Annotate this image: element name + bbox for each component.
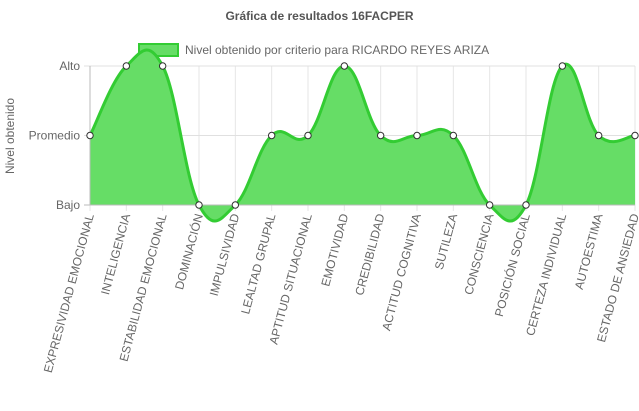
x-tick-label: INTELIGENCIA <box>98 212 133 296</box>
y-tick-label: Promedio <box>29 129 81 143</box>
legend-label: Nivel obtenido por criterio para RICARDO… <box>185 43 490 57</box>
y-tick-label: Bajo <box>56 198 80 212</box>
data-point <box>304 131 312 140</box>
data-point <box>122 62 131 70</box>
x-tick-label: SUTILEZA <box>432 212 460 271</box>
x-tick-label: CONSCIENCIA <box>461 212 496 296</box>
y-axis-label: Nivel obtenido <box>3 98 17 174</box>
x-tick-label: IMPULSIVIDAD <box>207 212 243 298</box>
data-point <box>376 131 385 140</box>
x-tick-label: CREDIBILIDAD <box>352 212 387 297</box>
x-tick-label: POSICIÓN SOCIAL <box>491 212 533 319</box>
data-point <box>522 201 530 209</box>
data-point <box>449 131 458 140</box>
data-point <box>158 62 167 70</box>
chart-title: Gráfica de resultados 16FACPER <box>225 9 414 23</box>
x-tick-label: EXPRESIVIDAD EMOCIONAL <box>41 212 97 374</box>
data-point <box>485 201 494 209</box>
y-tick-label: Alto <box>59 59 80 73</box>
x-tick-label: DOMINACIÓN <box>171 212 206 291</box>
data-point <box>231 201 240 209</box>
series-fill <box>90 49 635 222</box>
legend[interactable]: Nivel obtenido por criterio para RICARDO… <box>138 42 489 58</box>
y-tick-labels: Bajo Promedio Alto <box>29 59 81 212</box>
data-point <box>340 62 349 70</box>
data-points <box>86 62 639 209</box>
x-tick-label: AUTOESTIMA <box>572 212 606 291</box>
series-area <box>88 48 636 223</box>
x-tick-label: CERTEZA INDIVIDUAL <box>523 212 569 337</box>
data-point <box>195 201 203 209</box>
x-tick-label: ACTITUD COGNITIVA <box>379 212 424 332</box>
series-line <box>88 48 636 223</box>
x-tick-label: EMOTIVIDAD <box>318 212 351 288</box>
data-point <box>86 131 94 140</box>
x-tick-labels: EXPRESIVIDAD EMOCIONAL INTELIGENCIAESTABI… <box>41 212 639 375</box>
data-point <box>594 131 603 140</box>
data-point <box>413 131 421 140</box>
data-point <box>631 131 639 140</box>
data-point <box>558 62 567 70</box>
x-tick-label: LEALTAD GRUPAL <box>238 212 278 316</box>
data-point <box>267 131 276 140</box>
